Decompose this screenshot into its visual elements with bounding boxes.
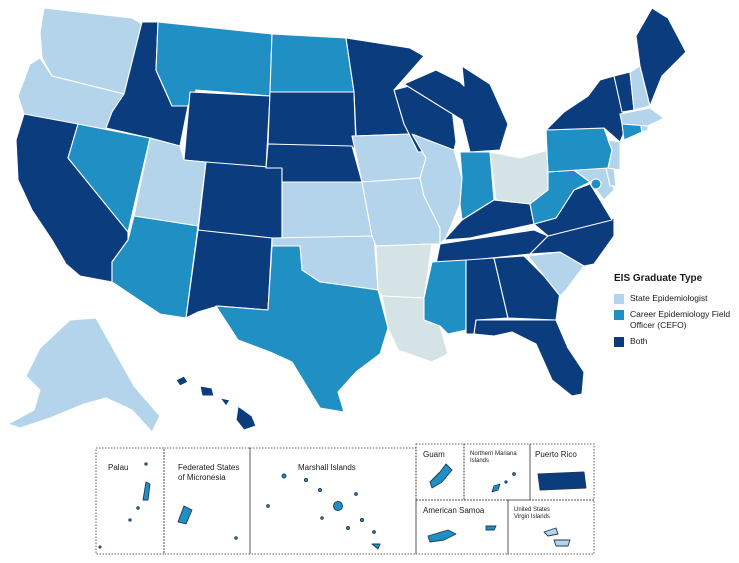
vi-island-1: [543, 527, 559, 537]
palau-islet-4: [98, 545, 102, 549]
marshall-atoll-8: [346, 526, 350, 530]
state-nv: [67, 123, 151, 233]
state-ma: [619, 107, 665, 127]
marshall-atoll-5: [354, 492, 358, 496]
marshall-atoll-3: [318, 488, 322, 492]
micronesia-label-1: Federated States: [178, 463, 239, 472]
district-dc: [590, 178, 602, 190]
state-mi: [403, 65, 509, 153]
guam-label: Guam: [423, 450, 445, 459]
vi-label-1: United States: [514, 507, 550, 513]
legend-label-cefo: Career Epidemiology Field Officer (CEFO): [630, 309, 731, 330]
state-tx: [215, 245, 389, 413]
palau-label: Palau: [108, 463, 128, 472]
inset-box-nmi: [463, 443, 531, 501]
state-ga: [493, 255, 561, 321]
palau-island: [142, 481, 151, 501]
vi-island-2: [553, 539, 571, 547]
as-label: American Samoa: [423, 506, 485, 515]
inset-box-micronesia: [163, 447, 251, 555]
legend-item-both: Both: [614, 336, 738, 347]
marshall-atoll-6: [359, 517, 365, 523]
state-hi-island-4: [235, 405, 257, 431]
nmi-label-1: Northern Mariana: [470, 451, 517, 457]
inset-box-as: [415, 499, 509, 555]
palau-islet-2: [136, 506, 140, 510]
nmi-islet-1: [512, 472, 516, 476]
state-pa: [545, 127, 613, 173]
micronesia-islet: [234, 536, 238, 540]
state-co: [197, 161, 283, 241]
marshall-label: Marshall Islands: [298, 463, 356, 472]
state-sd: [267, 91, 357, 149]
state-me: [635, 7, 687, 107]
state-ar: [375, 243, 433, 299]
micronesia-island: [177, 505, 193, 525]
marshall-atoll-9: [320, 516, 324, 520]
guam-island: [429, 463, 453, 489]
as-islet: [485, 525, 497, 531]
state-ks: [281, 181, 373, 241]
state-nm: [185, 229, 273, 319]
as-island: [427, 529, 457, 543]
legend-swatch-state: [614, 294, 624, 304]
nmi-islet-2: [504, 480, 508, 484]
inset-box-palau: [95, 447, 165, 555]
state-ak: [7, 317, 161, 433]
state-or: [17, 57, 131, 131]
nmi-island: [491, 483, 501, 493]
pr-label: Puerto Rico: [535, 450, 577, 459]
inset-box-vi: [507, 499, 595, 555]
marshall-atoll-10: [371, 543, 381, 550]
pr-island: [537, 471, 587, 491]
legend: EIS Graduate Type State Epidemiologist C…: [614, 273, 738, 352]
marshall-atoll-7: [372, 530, 376, 534]
state-nd: [269, 33, 355, 93]
state-hi-island-3: [219, 397, 231, 407]
legend-label-both: Both: [630, 336, 648, 346]
state-wy: [183, 91, 271, 169]
nmi-label-2: Islands: [470, 458, 489, 464]
marshall-atoll-4: [266, 504, 270, 508]
vi-label-2: Virgin Islands: [514, 514, 550, 520]
state-oh: [489, 149, 549, 205]
micronesia-label-2: of Micronesia: [178, 473, 226, 482]
marshall-atoll-main: [333, 501, 343, 511]
legend-swatch-both: [614, 337, 624, 347]
marshall-atoll-2: [303, 477, 309, 483]
palau-islet-1: [144, 462, 148, 466]
state-nj: [607, 139, 621, 171]
legend-label-state: State Epidemiologist: [630, 293, 708, 303]
state-hi-island-1: [175, 375, 189, 387]
legend-title: EIS Graduate Type: [614, 273, 703, 284]
legend-swatch-cefo: [614, 310, 624, 320]
marshall-atoll-1: [281, 473, 287, 479]
palau-islet-3: [128, 518, 132, 522]
legend-item-cefo: Career Epidemiology Field Officer (CEFO): [614, 309, 738, 331]
legend-item-state-epidemiologist: State Epidemiologist: [614, 293, 738, 304]
state-ms: [423, 259, 467, 335]
state-hi-island-2: [199, 385, 215, 397]
state-fl: [473, 319, 585, 397]
